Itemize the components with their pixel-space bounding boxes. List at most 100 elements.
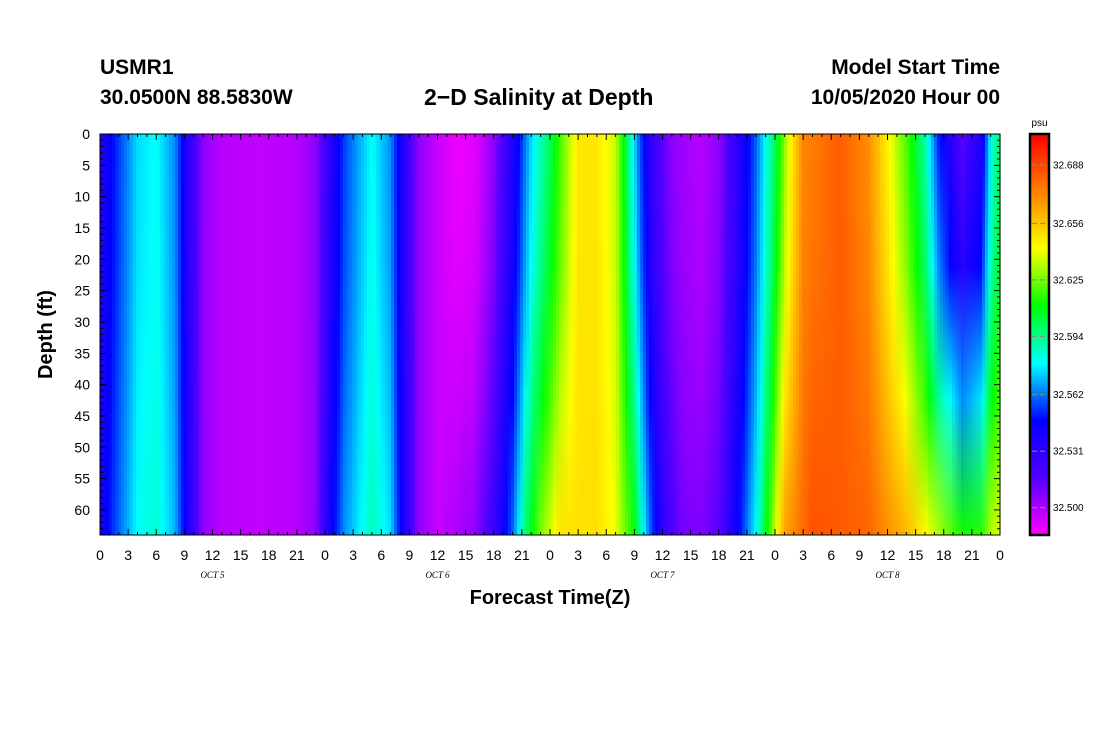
heatmap-column	[883, 134, 887, 535]
heatmap-column	[766, 134, 770, 535]
heatmap-column	[361, 134, 365, 535]
colorbar-ticks: 32.688 32.656 32.625 32.594 32.562 32.531 32.5…	[1032, 160, 1084, 514]
heatmap-column	[112, 134, 116, 535]
x-tick-label: 3	[574, 547, 582, 563]
heatmap-column	[118, 134, 122, 535]
heatmap-column	[439, 134, 443, 535]
heatmap-column	[415, 134, 419, 535]
heatmap-column	[664, 134, 668, 535]
heatmap-column	[508, 134, 512, 535]
heatmap-column	[985, 134, 989, 535]
heatmap-column	[928, 134, 932, 535]
heatmap-column	[823, 134, 827, 535]
heatmap-column	[706, 134, 710, 535]
heatmap-column	[733, 134, 737, 535]
heatmap-column	[907, 134, 911, 535]
heatmap-column	[763, 134, 767, 535]
heatmap-column	[775, 134, 779, 535]
heatmap-column	[430, 134, 434, 535]
y-tick-label: 55	[74, 471, 90, 487]
y-tick-label: 30	[74, 314, 90, 330]
heatmap-column	[463, 134, 467, 535]
heatmap-column	[712, 134, 716, 535]
heatmap-column	[967, 134, 971, 535]
heatmap-column	[649, 134, 653, 535]
heatmap-column	[454, 134, 458, 535]
heatmap-column	[286, 134, 290, 535]
heatmap-column	[565, 134, 569, 535]
heatmap-column	[871, 134, 875, 535]
heatmap-column	[391, 134, 395, 535]
x-tick-label: 12	[880, 547, 896, 563]
heatmap-column	[859, 134, 863, 535]
heatmap-column	[814, 134, 818, 535]
heatmap-column	[772, 134, 776, 535]
heatmap-column	[226, 134, 230, 535]
heatmap-column	[580, 134, 584, 535]
y-tick-label: 50	[74, 439, 90, 455]
heatmap-column	[250, 134, 254, 535]
heatmap-column	[757, 134, 761, 535]
heatmap-column	[607, 134, 611, 535]
heatmap-column	[412, 134, 416, 535]
x-tick-label: 15	[908, 547, 924, 563]
heatmap-column	[751, 134, 755, 535]
heatmap-column	[592, 134, 596, 535]
x-tick-label: 15	[458, 547, 474, 563]
heatmap-column	[808, 134, 812, 535]
heatmap-column	[892, 134, 896, 535]
heatmap-column	[274, 134, 278, 535]
x-tick-label: 3	[799, 547, 807, 563]
heatmap-column	[847, 134, 851, 535]
heatmap-column	[778, 134, 782, 535]
heatmap-column	[217, 134, 221, 535]
heatmap-column	[994, 134, 998, 535]
x-tick-label: 18	[261, 547, 277, 563]
x-tick-label: 0	[546, 547, 554, 563]
heatmap-column	[133, 134, 137, 535]
heatmap-column	[451, 134, 455, 535]
x-tick-label: 6	[827, 547, 835, 563]
heatmap-column	[610, 134, 614, 535]
heatmap-column	[370, 134, 374, 535]
heatmap-column	[913, 134, 917, 535]
heatmap-column	[895, 134, 899, 535]
heatmap-column	[121, 134, 125, 535]
x-tick-label: 0	[321, 547, 329, 563]
heatmap-column	[526, 134, 530, 535]
x-tick-label: 3	[349, 547, 357, 563]
heatmap-column	[202, 134, 206, 535]
heatmap-column	[976, 134, 980, 535]
heatmap-column	[748, 134, 752, 535]
heatmap-column	[811, 134, 815, 535]
heatmap-column	[400, 134, 404, 535]
heatmap-column	[520, 134, 524, 535]
heatmap-column	[358, 134, 362, 535]
heatmap-column	[625, 134, 629, 535]
heatmap-column	[829, 134, 833, 535]
colorbar-tick-label: 32.594	[1053, 332, 1084, 343]
heatmap-column	[796, 134, 800, 535]
heatmap-column	[586, 134, 590, 535]
heatmap-column	[487, 134, 491, 535]
heatmap-column	[559, 134, 563, 535]
heatmap-column	[481, 134, 485, 535]
heatmap-column	[853, 134, 857, 535]
day-label: OCT 6	[425, 570, 450, 580]
heatmap-column	[271, 134, 275, 535]
heatmap-column	[205, 134, 209, 535]
heatmap-column	[325, 134, 329, 535]
heatmap-column	[355, 134, 359, 535]
heatmap-column	[214, 134, 218, 535]
heatmap-column	[343, 134, 347, 535]
heatmap-column	[514, 134, 518, 535]
heatmap-column	[484, 134, 488, 535]
heatmap-column	[835, 134, 839, 535]
heatmap-column	[613, 134, 617, 535]
day-label: OCT 7	[650, 570, 675, 580]
heatmap-column	[691, 134, 695, 535]
heatmap-column	[280, 134, 284, 535]
heatmap-column	[886, 134, 890, 535]
heatmap-column	[460, 134, 464, 535]
heatmap-column	[988, 134, 992, 535]
